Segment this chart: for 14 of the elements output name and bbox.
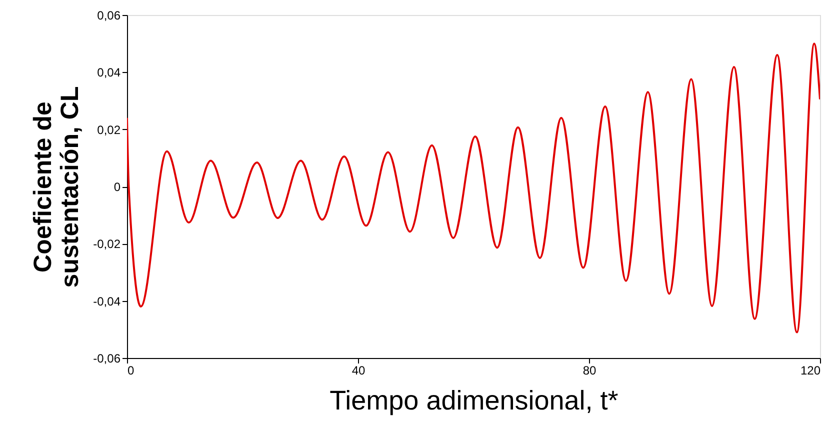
- y-axis-title: Coeficiente de sustentación, CL: [29, 86, 84, 288]
- x-axis-title: Tiempo adimensional, t*: [330, 386, 619, 416]
- y-tick-label: 0,06: [97, 8, 121, 22]
- x-tick-label: 0: [128, 364, 134, 378]
- x-tick-label: 80: [582, 364, 596, 378]
- y-tick-label: 0: [114, 180, 121, 194]
- y-tick-label: -0,02: [93, 237, 121, 252]
- y-tick-label: -0,06: [93, 352, 121, 366]
- y-tick-label: 0,04: [97, 66, 121, 80]
- y-tick-label: 0,02: [97, 122, 121, 137]
- x-tick-label: 120: [800, 364, 821, 378]
- y-tick-label: -0,04: [93, 294, 121, 308]
- line-series: [127, 42, 820, 334]
- x-tick-label: 40: [352, 364, 366, 378]
